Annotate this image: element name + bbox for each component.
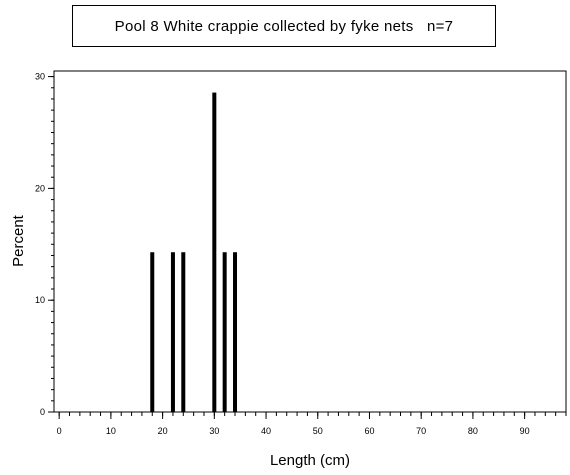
bar bbox=[222, 252, 227, 412]
y-axis-ticks: 0 10 20 30 bbox=[35, 72, 54, 417]
y-tick-label: 10 bbox=[35, 295, 45, 305]
bar bbox=[212, 92, 217, 412]
x-axis-ticks: 0 10 20 30 40 50 60 70 80 90 bbox=[57, 412, 567, 436]
x-tick-label: 40 bbox=[261, 426, 271, 436]
x-tick-label: 80 bbox=[468, 426, 478, 436]
bar bbox=[233, 252, 238, 412]
bar bbox=[150, 252, 155, 412]
x-tick-label: 90 bbox=[520, 426, 530, 436]
chart-title-box: Pool 8 White crappie collected by fyke n… bbox=[72, 5, 496, 47]
x-tick-label: 50 bbox=[313, 426, 323, 436]
x-tick-label: 30 bbox=[209, 426, 219, 436]
bar bbox=[170, 252, 175, 412]
x-tick-label: 20 bbox=[158, 426, 168, 436]
bars-group bbox=[150, 92, 238, 412]
x-tick-label: 70 bbox=[416, 426, 426, 436]
x-tick-label: 0 bbox=[57, 426, 62, 436]
bar bbox=[181, 252, 186, 412]
y-tick-label: 0 bbox=[40, 407, 45, 417]
x-tick-label: 10 bbox=[106, 426, 116, 436]
plot-area-frame bbox=[53, 70, 567, 413]
chart-title: Pool 8 White crappie collected by fyke n… bbox=[114, 17, 454, 35]
y-tick-label: 20 bbox=[35, 183, 45, 193]
x-tick-label: 60 bbox=[364, 426, 374, 436]
y-axis-label: Percent bbox=[10, 214, 27, 267]
y-tick-label: 30 bbox=[35, 72, 45, 82]
x-axis-label: Length (cm) bbox=[270, 452, 350, 469]
